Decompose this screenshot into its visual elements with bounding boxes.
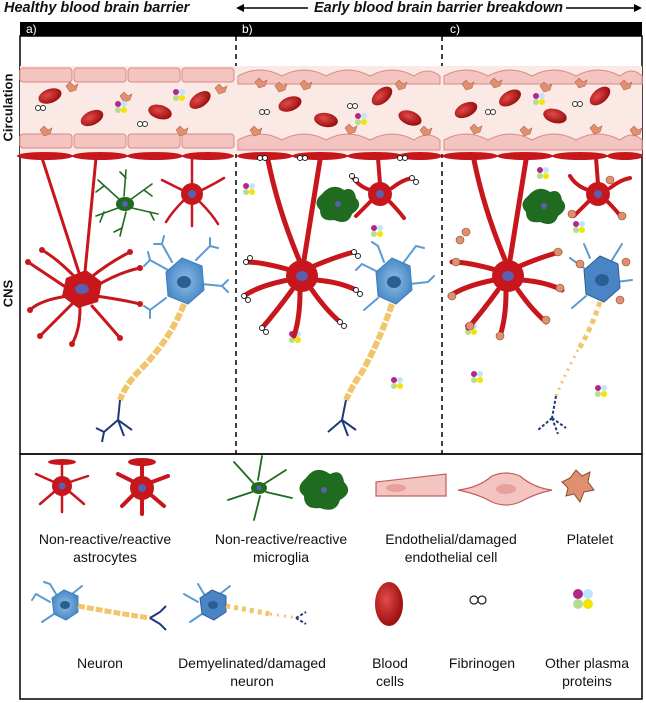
astrocyte-small-a-nucleus	[188, 190, 196, 198]
astrocyte-large-c-nucleus	[502, 271, 514, 281]
bound-fibrinogen-b	[241, 155, 419, 335]
neuron-a-nucleus	[177, 276, 191, 288]
legend-fibrinogen-icon	[469, 595, 487, 605]
header-early: Early blood brain barrier breakdown	[314, 0, 563, 16]
panel-label-c: c)	[450, 22, 460, 36]
panel-label-b: b)	[242, 22, 253, 36]
neuron-c-terminals	[537, 395, 567, 435]
astrocyte-large-c	[447, 157, 565, 339]
legend-blood-cell-icon	[375, 582, 403, 626]
neuron-a-axon	[117, 302, 187, 402]
legend-label-endothelial: Endothelial/damaged endothelial cell	[385, 531, 517, 565]
microglia-a-nucleus	[122, 201, 128, 207]
legend-label-plasma-proteins: Other plasma proteins	[544, 655, 630, 689]
header-arrow	[236, 0, 642, 18]
astrocyte-large-b-nucleus	[296, 271, 308, 281]
astrocyte-large-a-endbulbs	[25, 247, 143, 347]
bound-platelets-c	[447, 175, 631, 341]
astrocyte-small-b-nucleus	[376, 190, 384, 198]
astrocyte-large-a-nucleus	[75, 284, 89, 294]
neuron-b-axon	[343, 303, 395, 402]
neuron-c-nucleus	[595, 274, 609, 286]
legend-label-blood-cells: Blood cells	[372, 655, 408, 689]
legend-label-astrocytes: Non-reactive/reactive astrocytes	[38, 531, 172, 565]
fibrinogen	[35, 101, 583, 127]
microglia-a	[95, 169, 159, 237]
plasma-proteins	[115, 89, 607, 397]
legend-label-neuron: Neuron	[77, 655, 123, 671]
red-blood-cells	[38, 86, 611, 128]
neuron-a-dendrites	[143, 235, 229, 319]
neuron-a-terminals	[95, 399, 133, 443]
platelets	[39, 77, 643, 137]
legend-neuron-icon	[31, 581, 167, 631]
neuron-c-axon-fragmented	[554, 349, 580, 397]
astrocyte-small-a	[160, 156, 226, 228]
neuron-c-axon	[575, 301, 603, 352]
neuron-b-dendrites	[355, 241, 435, 311]
astrocyte-endfeet	[17, 152, 643, 160]
legend-label-microglia: Non-reactive/reactive microglia	[214, 531, 348, 565]
endothelium-top	[19, 67, 643, 85]
neuron-b-nucleus	[387, 276, 401, 288]
astrocyte-small-c-nucleus	[594, 190, 602, 198]
legend-plasma-proteins-icon	[573, 589, 593, 609]
microglia-b-nucleus	[335, 201, 341, 207]
legend-demyelinated-neuron-icon	[183, 583, 307, 625]
legend-astrocyte-icon	[34, 458, 170, 516]
legend-label-fibrinogen: Fibrinogen	[448, 655, 516, 671]
neuron-b-terminals	[327, 399, 357, 437]
panel-label-a: a)	[26, 22, 37, 36]
legend-microglia-icon	[227, 455, 349, 521]
legend-label-demyelinated-neuron: Demyelinated/damaged neuron	[178, 655, 326, 689]
legend-platelet-icon	[561, 469, 595, 504]
astrocyte-large-b	[241, 157, 359, 339]
header-healthy: Healthy blood brain barrier	[4, 0, 190, 16]
legend-label-platelet: Platelet	[566, 531, 614, 547]
legend-endothelial-icon	[375, 472, 553, 506]
panel-bar	[20, 22, 642, 36]
legend-frame	[19, 453, 643, 700]
double-arrow-icon	[236, 4, 642, 12]
microglia-c-nucleus	[541, 203, 547, 209]
